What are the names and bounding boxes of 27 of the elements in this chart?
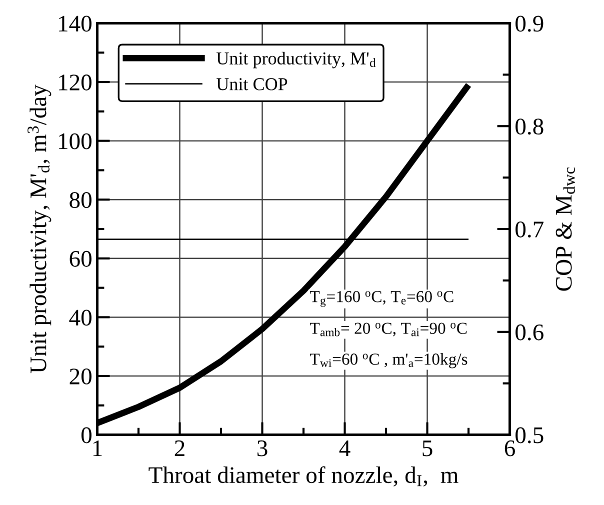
y-tick-label: 20 bbox=[70, 368, 92, 384]
legend-label: Unit productivity, M'$_{d}$ bbox=[216, 52, 376, 68]
y-tick-label: 100 bbox=[59, 133, 92, 150]
y-tick-label: 0 bbox=[81, 427, 92, 444]
y-tick-label: 140 bbox=[59, 16, 92, 32]
x-tick-label: 4 bbox=[339, 440, 350, 456]
annotation: T$_{wi}$=60 $^{o}$C , m'$_{a}$=10kg/s bbox=[310, 353, 468, 368]
y2-tick-label: 0.8 bbox=[516, 118, 544, 135]
y-tick-label: 120 bbox=[59, 74, 92, 90]
x-tick-label: 2 bbox=[174, 440, 184, 456]
y2-axis-title: COP & M$_{dwc}$ bbox=[556, 167, 575, 291]
x-tick-label: 1 bbox=[93, 440, 102, 456]
text: T$_{amb}$= 20 $^{o}$C, T$_{ai}$=90 $^{o}$C bbox=[310, 322, 467, 336]
y-tick-label: 40 bbox=[69, 310, 92, 326]
x-tick-label: 5 bbox=[422, 440, 432, 456]
y2-tick-label: 0.9 bbox=[516, 16, 544, 32]
y2-tick-label: 0.5 bbox=[516, 427, 544, 444]
y-tick-label: 80 bbox=[70, 192, 92, 208]
y-axis-title: Unit productivity, M'$_{d}$, m$^{3}$/day bbox=[28, 84, 52, 374]
y-tick-label: 60 bbox=[70, 250, 92, 267]
x-tick-label: 6 bbox=[504, 440, 515, 456]
legend-label: Unit COP bbox=[216, 78, 288, 90]
y2-tick-label: 0.6 bbox=[516, 324, 544, 340]
x-tick-label: 3 bbox=[257, 440, 268, 456]
y2-tick-label: 0.7 bbox=[516, 222, 544, 238]
text: T$_{g}$=160 $^{o}$C, T$_{e}$=60 $^{o}$C bbox=[310, 290, 454, 307]
x-axis-title: Throat diameter of nozzle, d$_{I}$, m bbox=[148, 466, 458, 487]
